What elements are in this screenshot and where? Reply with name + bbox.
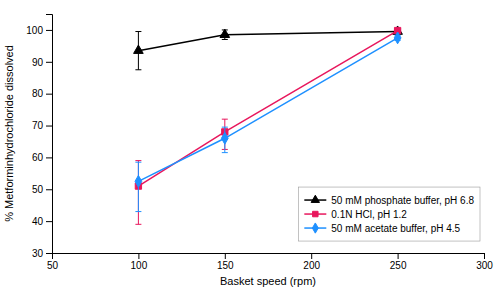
tick-mark <box>46 189 52 190</box>
tick: 250 <box>390 253 407 271</box>
tick-mark <box>484 253 485 259</box>
tick-label: 300 <box>476 260 493 271</box>
tick-mark <box>46 157 52 158</box>
tick-mark <box>225 253 226 259</box>
error-bar <box>135 162 141 211</box>
legend-frame <box>298 187 480 241</box>
tick-label: 250 <box>390 260 407 271</box>
y-axis: 30 40 50 60 70 80 90 100 <box>26 15 52 259</box>
tick-label: 60 <box>32 152 44 163</box>
series <box>134 26 403 70</box>
axis-line <box>53 254 485 260</box>
legend-marker <box>313 211 318 216</box>
tick-label: 80 <box>32 88 44 99</box>
tick: 150 <box>217 253 234 271</box>
tick-label: 90 <box>32 57 44 68</box>
tick-mark <box>46 126 52 127</box>
tick-mark <box>46 221 52 222</box>
tick-label: 50 <box>32 184 44 195</box>
point <box>220 29 230 37</box>
tick-label: 40 <box>32 216 44 227</box>
tick: 80 <box>32 88 52 99</box>
line <box>138 32 397 51</box>
tick-mark <box>398 253 399 259</box>
line <box>138 38 397 181</box>
point <box>135 175 142 187</box>
legend-marker <box>312 223 318 233</box>
tick: 100 <box>26 25 52 36</box>
tick: 30 <box>32 248 52 259</box>
line <box>138 31 397 187</box>
legend-item: 50 mM phosphate buffer, pH 6.8 <box>304 195 474 206</box>
point <box>394 32 401 44</box>
tick-mark <box>46 94 52 95</box>
legend-label: 50 mM acetate buffer, pH 4.5 <box>331 223 460 234</box>
tick-label: 100 <box>131 260 148 271</box>
error-bar <box>222 119 228 149</box>
legend-label: 50 mM phosphate buffer, pH 6.8 <box>331 195 474 206</box>
tick: 60 <box>32 152 52 163</box>
legend-item: 50 mM acetate buffer, pH 4.5 <box>304 223 460 234</box>
error-bar <box>135 161 141 225</box>
tick: 90 <box>32 57 52 68</box>
series <box>135 32 401 212</box>
error-bar-path <box>135 162 141 211</box>
tick-mark <box>46 30 52 31</box>
chart: 50 100 150 200 250 300 30 40 50 60 70 80 90 100 50 mM … <box>0 0 500 293</box>
point <box>221 132 228 144</box>
tick: 200 <box>303 253 320 271</box>
point <box>134 45 144 53</box>
error-bar <box>222 127 228 152</box>
tick-label: 30 <box>32 248 44 259</box>
tick-label: 50 <box>47 260 59 271</box>
x-axis: 50 100 150 200 250 300 <box>47 253 493 271</box>
tick-label: 100 <box>26 25 43 36</box>
tick: 70 <box>32 120 52 131</box>
plot: 50 100 150 200 250 300 30 40 50 60 70 80 90 100 50 mM … <box>26 15 493 272</box>
tick-label: 150 <box>217 260 234 271</box>
tick: 100 <box>131 253 148 271</box>
tick-mark <box>311 253 312 259</box>
legend-item: 0.1N HCl, pH 1.2 <box>304 209 407 220</box>
legend-marker <box>311 195 319 202</box>
y-axis-title: % Metforminhydrochloride dissolved <box>3 45 15 222</box>
x-axis-title: Basket speed (rpm) <box>220 275 316 287</box>
legend-label: 0.1N HCl, pH 1.2 <box>331 209 407 220</box>
tick: 50 <box>47 253 59 271</box>
tick-mark <box>46 253 52 254</box>
tick: 300 <box>476 253 493 271</box>
tick-label: 200 <box>303 260 320 271</box>
tick: 40 <box>32 216 52 227</box>
tick: 50 <box>32 184 52 195</box>
tick-mark <box>46 62 52 63</box>
error-bar-path <box>222 119 228 149</box>
axis-line <box>46 15 53 254</box>
tick-mark <box>138 253 139 259</box>
error-bar-path <box>222 127 228 152</box>
error-bar-path <box>135 161 141 225</box>
legend: 50 mM phosphate buffer, pH 6.8 0.1N HCl, … <box>298 187 480 241</box>
tick-label: 70 <box>32 120 44 131</box>
